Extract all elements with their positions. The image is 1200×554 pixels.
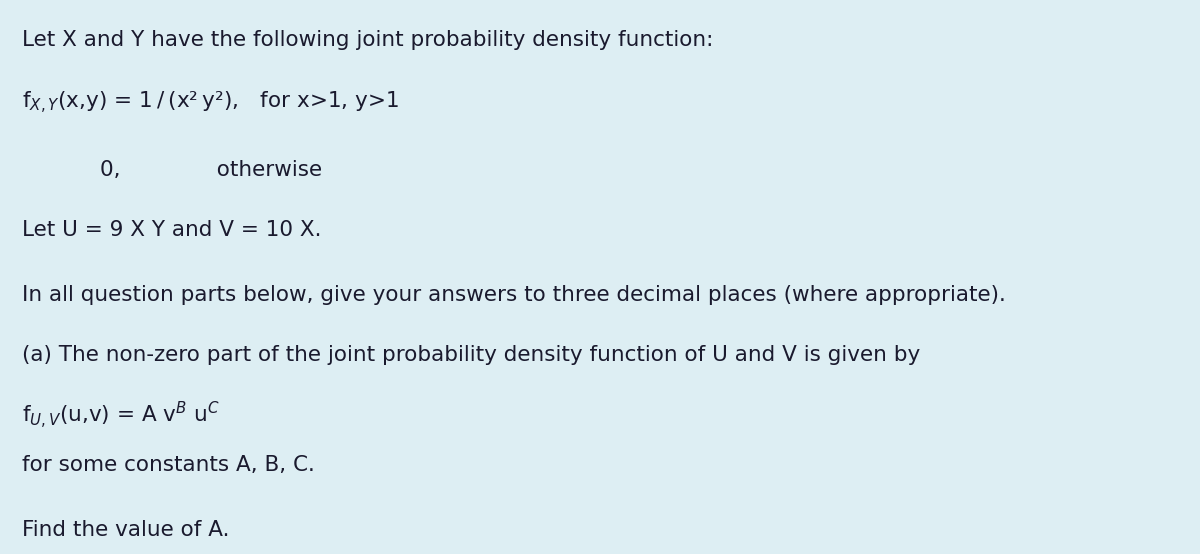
Text: Let U = 9 X Y and V = 10 X.: Let U = 9 X Y and V = 10 X. xyxy=(22,220,322,240)
Text: for some constants A, B, C.: for some constants A, B, C. xyxy=(22,455,314,475)
Text: f$_{X,Y}$(x,y) = 1 / (x² y²), for x>1, y>1: f$_{X,Y}$(x,y) = 1 / (x² y²), for x>1, y… xyxy=(22,90,398,116)
Text: (a) The non-zero part of the joint probability density function of U and V is gi: (a) The non-zero part of the joint proba… xyxy=(22,345,920,365)
Text: Let X and Y have the following joint probability density function:: Let X and Y have the following joint pro… xyxy=(22,30,713,50)
Text: Find the value of A.: Find the value of A. xyxy=(22,520,229,540)
Text: f$_{U,V}$(u,v) = A v$^{B}$ u$^{C}$: f$_{U,V}$(u,v) = A v$^{B}$ u$^{C}$ xyxy=(22,400,220,432)
Text: 0,              otherwise: 0, otherwise xyxy=(100,160,322,180)
Text: In all question parts below, give your answers to three decimal places (where ap: In all question parts below, give your a… xyxy=(22,285,1006,305)
